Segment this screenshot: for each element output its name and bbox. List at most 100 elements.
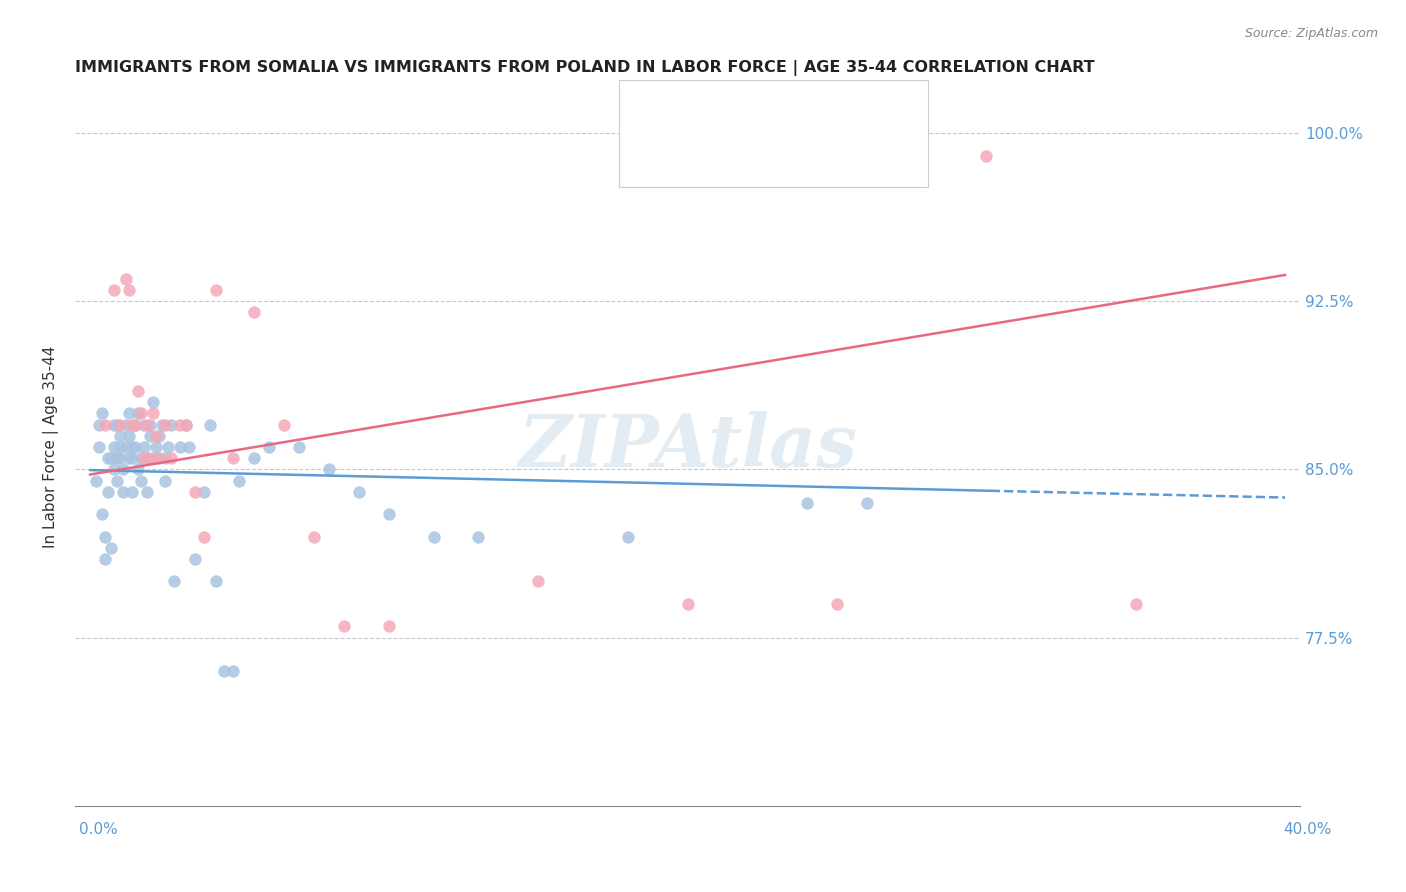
Point bbox=[129, 451, 152, 466]
Point bbox=[378, 619, 401, 633]
Text: ZIPAtlas: ZIPAtlas bbox=[519, 411, 856, 483]
Point bbox=[153, 451, 176, 466]
Point bbox=[159, 417, 181, 432]
Point bbox=[87, 440, 110, 454]
Point bbox=[527, 574, 550, 589]
Point bbox=[108, 417, 131, 432]
Point bbox=[156, 440, 179, 454]
Point bbox=[318, 462, 340, 476]
Point bbox=[91, 406, 114, 420]
Point bbox=[204, 283, 226, 297]
Point bbox=[118, 406, 141, 420]
Point bbox=[825, 597, 848, 611]
Point bbox=[169, 417, 191, 432]
Point bbox=[204, 574, 226, 589]
Point bbox=[378, 507, 401, 521]
Point bbox=[132, 451, 155, 466]
Point bbox=[617, 530, 640, 544]
Point bbox=[142, 395, 165, 409]
Point bbox=[333, 619, 356, 633]
Point bbox=[856, 496, 879, 510]
Point bbox=[100, 451, 122, 466]
Point bbox=[132, 440, 155, 454]
Point bbox=[121, 484, 143, 499]
Point bbox=[118, 283, 141, 297]
Point bbox=[127, 384, 149, 398]
Point bbox=[118, 429, 141, 443]
Point bbox=[124, 440, 146, 454]
Point bbox=[169, 440, 191, 454]
Point bbox=[163, 574, 186, 589]
Point bbox=[467, 530, 489, 544]
Point bbox=[111, 462, 134, 476]
Point bbox=[124, 417, 146, 432]
Point bbox=[142, 406, 165, 420]
Y-axis label: In Labor Force | Age 35-44: In Labor Force | Age 35-44 bbox=[44, 346, 59, 549]
Point bbox=[422, 530, 444, 544]
Point bbox=[228, 474, 250, 488]
Point bbox=[115, 417, 138, 432]
Text: 40.0%: 40.0% bbox=[1284, 822, 1331, 837]
Point bbox=[222, 451, 245, 466]
Point bbox=[115, 440, 138, 454]
Point bbox=[976, 148, 998, 162]
Point bbox=[132, 417, 155, 432]
Point bbox=[135, 484, 157, 499]
Point bbox=[302, 530, 325, 544]
Point bbox=[105, 451, 128, 466]
Point bbox=[97, 451, 120, 466]
Point bbox=[135, 451, 157, 466]
Point bbox=[121, 440, 143, 454]
Point bbox=[118, 451, 141, 466]
Point bbox=[100, 541, 122, 555]
Point bbox=[145, 440, 167, 454]
Point bbox=[84, 474, 107, 488]
Point bbox=[135, 417, 157, 432]
Point bbox=[145, 429, 167, 443]
Point bbox=[174, 417, 197, 432]
Point bbox=[108, 440, 131, 454]
Point bbox=[259, 440, 281, 454]
Point bbox=[145, 451, 167, 466]
Point bbox=[111, 484, 134, 499]
Point bbox=[198, 417, 221, 432]
Point bbox=[796, 496, 818, 510]
Point bbox=[105, 417, 128, 432]
Legend: R =  -0.062   N = 73, R =  0.394   N = 33: R = -0.062 N = 73, R = 0.394 N = 33 bbox=[662, 96, 884, 164]
Point bbox=[129, 474, 152, 488]
Text: Source: ZipAtlas.com: Source: ZipAtlas.com bbox=[1244, 27, 1378, 40]
Point bbox=[108, 429, 131, 443]
Point bbox=[121, 417, 143, 432]
Point bbox=[183, 552, 205, 566]
Point bbox=[127, 406, 149, 420]
Point bbox=[1125, 597, 1147, 611]
Point bbox=[193, 530, 215, 544]
Point bbox=[153, 474, 176, 488]
Point bbox=[108, 451, 131, 466]
Point bbox=[214, 664, 236, 678]
Point bbox=[129, 406, 152, 420]
Point bbox=[91, 507, 114, 521]
Point bbox=[103, 417, 125, 432]
Point bbox=[87, 417, 110, 432]
Point bbox=[676, 597, 699, 611]
Point bbox=[139, 429, 162, 443]
Point bbox=[177, 440, 200, 454]
Point bbox=[94, 530, 117, 544]
Point bbox=[97, 484, 120, 499]
Point bbox=[243, 451, 266, 466]
Point bbox=[148, 429, 170, 443]
Point bbox=[121, 451, 143, 466]
Point bbox=[124, 417, 146, 432]
Point bbox=[288, 440, 311, 454]
Point bbox=[273, 417, 295, 432]
Point bbox=[347, 484, 370, 499]
Point bbox=[94, 417, 117, 432]
Point bbox=[139, 451, 162, 466]
Point bbox=[183, 484, 205, 499]
Point bbox=[148, 451, 170, 466]
Point bbox=[103, 283, 125, 297]
Point bbox=[159, 451, 181, 466]
Point bbox=[139, 417, 162, 432]
Text: IMMIGRANTS FROM SOMALIA VS IMMIGRANTS FROM POLAND IN LABOR FORCE | AGE 35-44 COR: IMMIGRANTS FROM SOMALIA VS IMMIGRANTS FR… bbox=[75, 60, 1095, 76]
